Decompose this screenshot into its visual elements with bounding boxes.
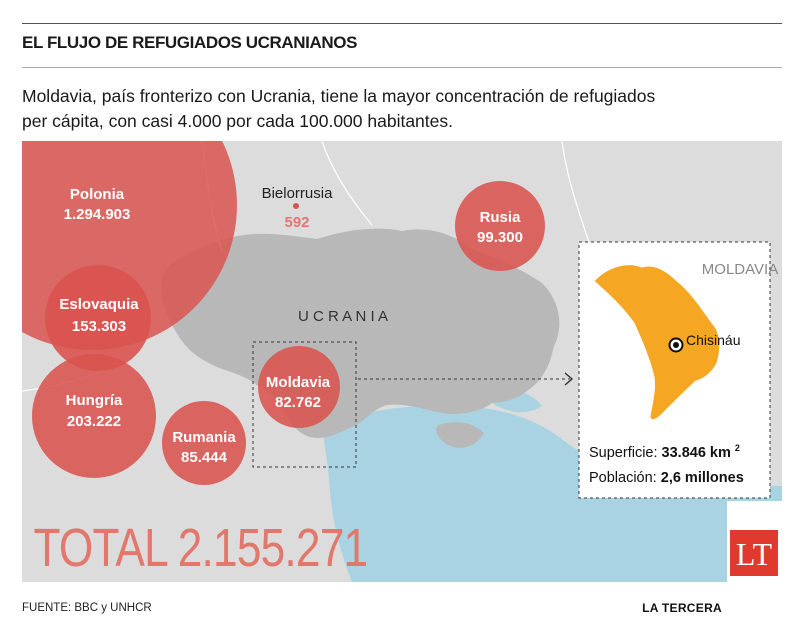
- label-polonia-value: 1.294.903: [64, 206, 131, 223]
- label-eslovaquia-name: Eslovaquia: [59, 296, 139, 313]
- bubble-rumania: [162, 401, 246, 485]
- brand-name: LA TERCERA: [642, 601, 722, 615]
- label-hungria-name: Hungría: [66, 392, 123, 409]
- label-bielorrusia-value: 592: [284, 214, 309, 231]
- label-bielorrusia-name: Bielorrusia: [262, 185, 334, 202]
- top-rule: [22, 23, 782, 24]
- headline-rule: [22, 67, 782, 68]
- inset-area-value: 33.846 km: [662, 445, 731, 461]
- inset-pop-value: 2,6 millones: [661, 470, 744, 486]
- headline: EL FLUJO DE REFUGIADOS UCRANIANOS: [22, 33, 358, 52]
- inset-title: MOLDAVIA: [702, 261, 778, 278]
- label-eslovaquia-value: 153.303: [72, 318, 126, 335]
- moldova-shape: [593, 264, 721, 421]
- crimea-shape: [436, 421, 484, 448]
- lt-logo-text: LT: [736, 536, 773, 572]
- inset-capital: Chisináu: [686, 332, 740, 348]
- lt-logo: [730, 530, 778, 576]
- capital-dot-icon: [673, 342, 679, 348]
- inset-population: Población: 2,6 millones: [589, 470, 744, 486]
- intro-text: Moldavia, país fronterizo con Ucrania, t…: [22, 84, 762, 134]
- refugee-map: Polonia 1.294.903 Eslovaquia 153.303 Hun…: [22, 141, 782, 582]
- black-sea: [322, 405, 722, 582]
- source-note: FUENTE: BBC y UNHCR: [22, 602, 152, 614]
- inset-area-label: Superficie:: [589, 445, 658, 461]
- intro-line-1: Moldavia, país fronterizo con Ucrania, t…: [22, 86, 656, 106]
- map-canvas: Polonia 1.294.903 Eslovaquia 153.303 Hun…: [22, 141, 782, 582]
- inset-area: Superficie: 33.846 km 2: [589, 443, 740, 461]
- label-hungria-value: 203.222: [67, 413, 121, 430]
- bubble-eslovaquia: [45, 265, 151, 371]
- inset-area-sup: 2: [735, 443, 740, 453]
- label-rumania-value: 85.444: [181, 449, 228, 466]
- pointer-arrowhead: [564, 372, 574, 386]
- intro-line-2: per cápita, con casi 4.000 por cada 100.…: [22, 111, 453, 131]
- bubble-moldavia: [258, 346, 340, 428]
- inset-pop-label: Población:: [589, 470, 657, 486]
- label-rusia-name: Rusia: [480, 209, 522, 226]
- label-moldavia-name: Moldavia: [266, 374, 331, 391]
- label-rusia-value: 99.300: [477, 229, 523, 246]
- label-moldavia-value: 82.762: [275, 394, 321, 411]
- bubble-hungria: [32, 354, 156, 478]
- label-ucrania: U C R A N I A: [298, 308, 388, 325]
- label-rumania-name: Rumania: [172, 429, 236, 446]
- label-polonia-name: Polonia: [70, 186, 125, 203]
- bubble-rusia: [455, 181, 545, 271]
- total-label: TOTAL 2.155.271: [33, 518, 367, 578]
- bubble-bielorrusia: [293, 203, 299, 209]
